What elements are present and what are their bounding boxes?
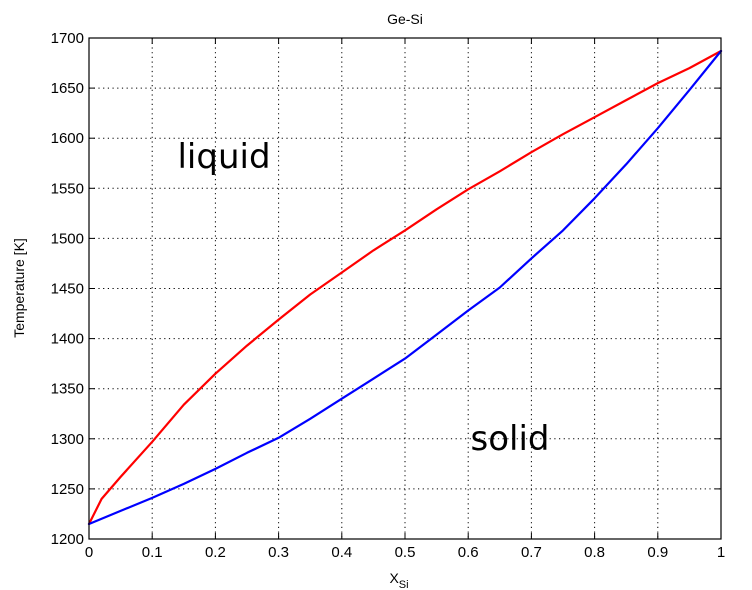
x-tick-label: 0.8 [584,544,605,561]
y-axis-label: Temperature [K] [11,238,27,338]
x-tick-label: 0.2 [205,544,226,561]
grid-lines [89,38,721,539]
x-tick-label: 0.3 [268,544,289,561]
liquidus-curve [87,49,723,526]
x-axis-label: XSi [389,570,408,590]
y-tick-label: 1500 [51,230,84,247]
x-tick-label: 0.7 [521,544,542,561]
annotation-solid: solid [471,419,550,459]
x-axis-label-subscript: Si [399,579,409,590]
y-tick-label: 1600 [51,130,84,147]
y-tick-label: 1550 [51,180,84,197]
y-tick-labels: 1200 1250 1300 1350 1400 1450 1500 1550 1600 1650… [51,30,84,548]
series-lines [87,49,723,526]
x-tick-label: 0 [85,544,93,561]
y-tick-label: 1200 [51,531,84,548]
y-tick-label: 1650 [51,80,84,97]
solidus-curve [87,49,723,526]
x-tick-label: 0.4 [331,544,352,561]
y-tick-label: 1350 [51,381,84,398]
y-tick-label: 1300 [51,431,84,448]
y-tick-label: 1400 [51,331,84,348]
chart-title: Ge-Si [387,11,423,27]
x-tick-label: 0.1 [142,544,163,561]
tick-marks [88,37,722,540]
y-tick-label: 1250 [51,481,84,498]
y-tick-label: 1700 [51,30,84,47]
x-tick-label: 0.5 [395,544,416,561]
annotation-liquid: liquid [177,137,270,177]
x-tick-label: 1 [717,544,725,561]
x-tick-label: 0.6 [458,544,479,561]
x-axis-label-main: X [389,570,399,586]
x-tick-labels: 0 0.1 0.2 0.3 0.4 0.5 0.6 0.7 0.8 0.9 1 [85,544,725,561]
y-tick-label: 1450 [51,281,84,298]
x-tick-label: 0.9 [647,544,668,561]
